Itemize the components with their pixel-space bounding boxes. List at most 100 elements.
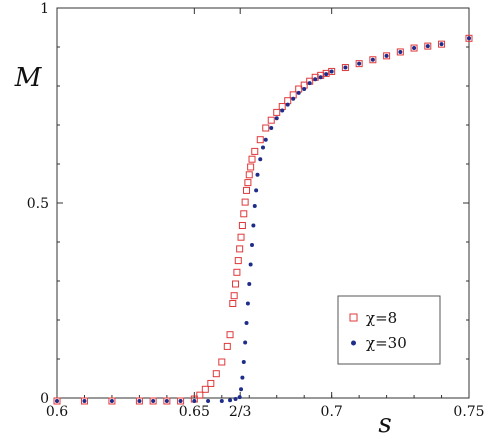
legend-label-chi-8: χ=8 <box>366 309 397 327</box>
data-point-dot <box>285 102 290 107</box>
x-axis-label: s <box>378 409 391 439</box>
data-point-square <box>247 163 255 171</box>
data-point-dot <box>302 87 307 91</box>
legend-box <box>337 295 441 365</box>
data-point-square <box>355 60 363 68</box>
data-point-square <box>201 385 209 393</box>
data-point-dot <box>318 75 323 80</box>
data-point-square <box>218 358 226 366</box>
data-point-dot <box>269 126 274 130</box>
y-tick-label: 0 <box>40 391 49 407</box>
data-point-square <box>244 179 252 187</box>
x-tick-label: 0.65 <box>179 404 210 420</box>
data-point-square <box>248 155 256 163</box>
data-point-square <box>234 257 242 265</box>
legend-label-chi-30: χ=30 <box>366 334 407 352</box>
data-point-dot <box>398 49 403 54</box>
legend: χ=8 χ=30 <box>337 295 441 365</box>
data-point-square <box>196 391 204 399</box>
data-point-dot <box>109 399 114 403</box>
data-point-square <box>226 331 234 339</box>
data-point-square <box>212 370 220 378</box>
data-point-square <box>53 397 61 405</box>
data-point-dot <box>55 399 59 403</box>
data-point-square <box>108 397 116 405</box>
y-tick-label: 0.5 <box>27 196 49 212</box>
data-point-square <box>245 171 253 179</box>
data-point-square <box>177 397 185 405</box>
data-point-dot <box>137 399 142 403</box>
data-point-dot <box>237 395 242 400</box>
data-point-dot <box>245 301 250 306</box>
data-point-square <box>256 136 264 144</box>
data-point-dot <box>261 145 265 150</box>
data-point-square <box>396 48 404 56</box>
data-point-dot <box>250 243 255 247</box>
data-series <box>53 34 473 405</box>
data-point-dot <box>252 204 257 208</box>
data-point-square <box>240 210 248 218</box>
data-point-dot <box>384 53 389 58</box>
data-point-dot <box>243 340 248 345</box>
data-point-dot <box>233 397 238 402</box>
data-point-square <box>465 34 473 42</box>
data-point-dot <box>425 44 430 49</box>
data-point-dot <box>370 57 375 62</box>
data-point-dot <box>280 108 285 113</box>
data-point-dot <box>247 282 252 286</box>
data-point-dot <box>151 399 156 403</box>
data-point-square <box>341 64 349 72</box>
data-point-dot <box>206 399 211 403</box>
data-point-square <box>236 245 244 253</box>
data-point-square <box>238 222 246 229</box>
data-point-dot <box>164 399 169 403</box>
data-point-square <box>438 40 446 48</box>
data-point-dot <box>467 36 471 41</box>
data-point-dot <box>219 399 224 403</box>
x-tick-label: 2/3 <box>229 404 252 420</box>
y-tick-label: 1 <box>40 1 49 17</box>
data-point-dot <box>251 223 256 228</box>
data-point-square <box>223 342 231 350</box>
data-point-dot <box>178 399 183 403</box>
x-tick-label: 0.7 <box>321 404 343 420</box>
series-0 <box>53 34 473 405</box>
data-point-square <box>207 379 215 387</box>
data-point-square <box>424 42 432 50</box>
data-point-dot <box>254 188 259 193</box>
data-point-square <box>369 56 377 64</box>
data-point-dot <box>357 61 362 66</box>
data-point-dot <box>329 69 334 74</box>
data-point-dot <box>296 90 301 95</box>
data-point-dot <box>255 172 260 177</box>
data-point-square <box>383 52 391 60</box>
data-point-square <box>230 292 238 300</box>
data-point-dot <box>248 262 253 267</box>
data-point-dot <box>240 375 245 380</box>
data-point-square <box>135 397 143 405</box>
data-point-square <box>233 268 241 276</box>
data-point-square <box>267 116 275 124</box>
data-point-square <box>328 67 336 75</box>
data-point-square <box>410 44 418 52</box>
data-point-square <box>237 233 245 241</box>
data-point-dot <box>343 65 348 70</box>
data-point-dot <box>291 96 296 101</box>
data-point-dot <box>307 81 312 86</box>
legend-marker-chi-30 <box>351 340 356 346</box>
data-point-square <box>251 147 259 155</box>
data-point-square <box>241 198 249 206</box>
data-point-dot <box>263 137 268 142</box>
data-point-dot <box>412 46 417 51</box>
data-point-dot <box>244 321 249 325</box>
data-point-dot <box>439 42 444 47</box>
data-point-square <box>243 186 251 194</box>
data-point-square <box>232 280 240 288</box>
data-point-square <box>149 397 157 405</box>
data-point-dot <box>82 399 87 403</box>
data-point-square <box>262 124 270 132</box>
data-point-square <box>229 300 237 307</box>
x-tick-label: 0.75 <box>453 404 484 420</box>
y-axis-label: M <box>14 63 43 93</box>
